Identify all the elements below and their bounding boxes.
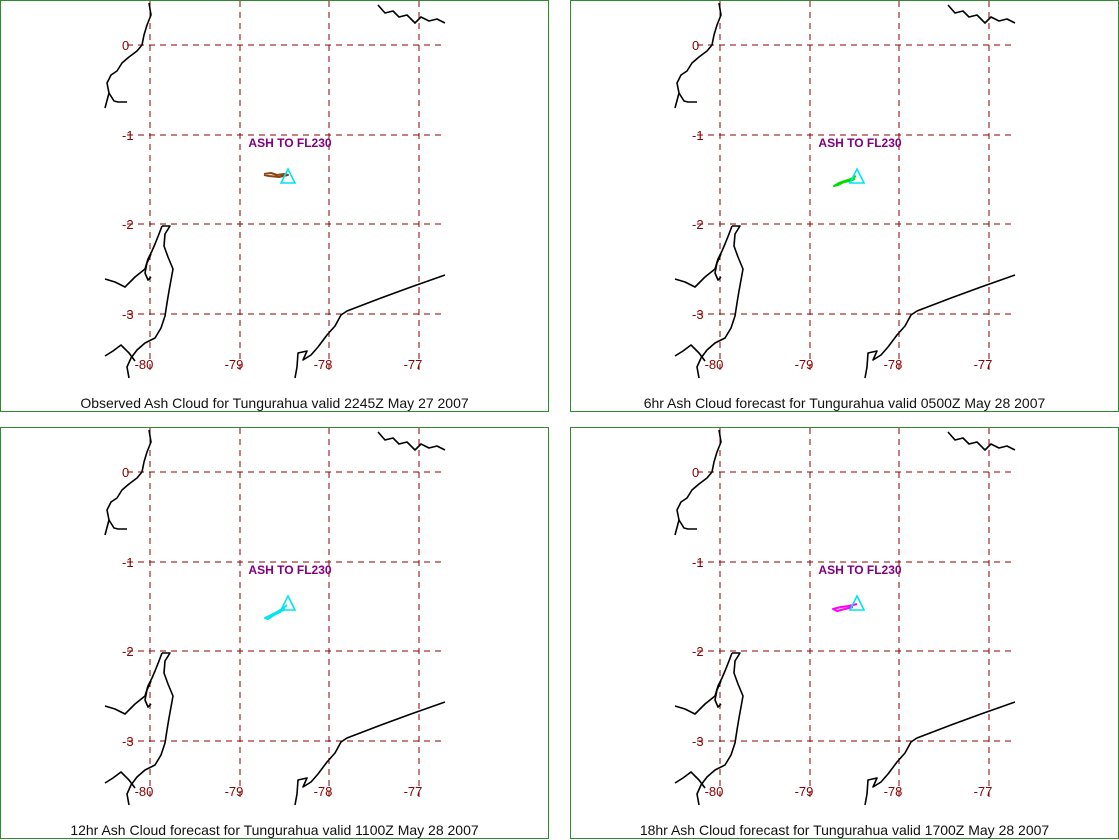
ash-map: 0 -1 -2 -3 -80 -79 -78 -77 ASH TO FL230 bbox=[674, 428, 1016, 806]
coastline bbox=[144, 253, 152, 281]
latitude-label: -2 bbox=[692, 644, 704, 659]
coastline bbox=[104, 771, 136, 789]
latitude-label: -3 bbox=[122, 734, 134, 749]
coastline bbox=[104, 429, 152, 536]
coastline bbox=[126, 652, 174, 806]
ash-cloud bbox=[832, 603, 858, 612]
coastline bbox=[678, 92, 697, 103]
map-layer: 0 -1 -2 -3 -80 -79 -78 -77 ASH TO FL230 bbox=[104, 1, 446, 379]
ash-annotation: ASH TO FL230 bbox=[248, 563, 331, 577]
ash-cloud bbox=[833, 175, 857, 187]
longitude-label: -77 bbox=[404, 784, 423, 799]
ash-annotation: ASH TO FL230 bbox=[248, 136, 331, 150]
latitude-label: 0 bbox=[122, 38, 129, 53]
panel-forecast-6hr: 0 -1 -2 -3 -80 -79 -78 -77 ASH TO FL230 6hr Ash … bbox=[570, 0, 1119, 412]
ash-annotation: ASH TO FL230 bbox=[818, 136, 901, 150]
coastline bbox=[108, 92, 127, 103]
latitude-label: -1 bbox=[122, 555, 134, 570]
latitude-label: -1 bbox=[692, 128, 704, 143]
panel-caption: 18hr Ash Cloud forecast for Tungurahua v… bbox=[639, 822, 1050, 838]
longitude-label: -80 bbox=[705, 357, 724, 372]
latitude-label: 0 bbox=[122, 465, 129, 480]
coastline bbox=[696, 225, 744, 379]
latitude-label: -1 bbox=[122, 128, 134, 143]
latitude-label: -2 bbox=[692, 217, 704, 232]
longitude-label: -80 bbox=[705, 784, 724, 799]
latitude-label: -3 bbox=[692, 734, 704, 749]
longitude-label: -78 bbox=[884, 784, 903, 799]
longitude-label: -78 bbox=[884, 357, 903, 372]
panel-forecast-18hr: 0 -1 -2 -3 -80 -79 -78 -77 ASH TO FL230 18hr Ash… bbox=[570, 427, 1119, 839]
latitude-label: -2 bbox=[122, 644, 134, 659]
longitude-label: -77 bbox=[404, 357, 423, 372]
longitude-label: -77 bbox=[974, 784, 993, 799]
map-layer: 0 -1 -2 -3 -80 -79 -78 -77 ASH TO FL230 bbox=[674, 428, 1016, 806]
ash-map: 0 -1 -2 -3 -80 -79 -78 -77 ASH TO FL230 bbox=[104, 428, 446, 806]
coastline bbox=[714, 680, 722, 708]
coastline bbox=[104, 652, 163, 715]
coastline bbox=[144, 680, 152, 708]
coastline bbox=[377, 431, 446, 451]
coastline bbox=[947, 4, 1016, 24]
ash-cloud-layer bbox=[832, 603, 858, 612]
ash-cloud-layer bbox=[264, 604, 288, 620]
longitude-label: -79 bbox=[795, 357, 814, 372]
latitude-label: -3 bbox=[122, 307, 134, 322]
latitude-label: -3 bbox=[692, 307, 704, 322]
ash-cloud-layer bbox=[833, 175, 857, 187]
ash-cloud bbox=[264, 604, 288, 620]
panel-caption: 6hr Ash Cloud forecast for Tungurahua va… bbox=[643, 395, 1046, 411]
coastline bbox=[104, 225, 163, 288]
longitude-label: -80 bbox=[135, 357, 154, 372]
volcano-triangle-icon bbox=[279, 594, 297, 611]
latitude-label: 0 bbox=[692, 38, 699, 53]
volcano-triangle-icon bbox=[848, 594, 866, 611]
panel-observed: 0 -1 -2 -3 -80 -79 -78 -77 ASH TO FL230 Observed… bbox=[0, 0, 549, 412]
latitude-label: 0 bbox=[692, 465, 699, 480]
longitude-label: -79 bbox=[225, 357, 244, 372]
ash-annotation: ASH TO FL230 bbox=[818, 563, 901, 577]
coastline bbox=[104, 344, 136, 362]
longitude-label: -78 bbox=[314, 784, 333, 799]
coastline bbox=[714, 253, 722, 281]
coastline bbox=[674, 225, 733, 288]
coastline bbox=[864, 274, 1016, 379]
longitude-label: -78 bbox=[314, 357, 333, 372]
coastline bbox=[108, 519, 127, 530]
longitude-label: -79 bbox=[225, 784, 244, 799]
map-layer: 0 -1 -2 -3 -80 -79 -78 -77 ASH TO FL230 bbox=[674, 1, 1016, 379]
ash-map: 0 -1 -2 -3 -80 -79 -78 -77 ASH TO FL230 bbox=[104, 1, 446, 379]
map-layer: 0 -1 -2 -3 -80 -79 -78 -77 ASH TO FL230 bbox=[104, 428, 446, 806]
coastline bbox=[674, 429, 722, 536]
volcano-triangle-icon bbox=[848, 167, 866, 184]
coastline bbox=[674, 652, 733, 715]
latitude-label: -2 bbox=[122, 217, 134, 232]
coastline bbox=[696, 652, 744, 806]
longitude-label: -79 bbox=[795, 784, 814, 799]
coastline bbox=[674, 344, 706, 362]
panel-caption: Observed Ash Cloud for Tungurahua valid … bbox=[80, 395, 469, 411]
coastline bbox=[947, 431, 1016, 451]
coastline bbox=[674, 2, 722, 109]
coastline bbox=[126, 225, 174, 379]
coastline bbox=[377, 4, 446, 24]
ash-map: 0 -1 -2 -3 -80 -79 -78 -77 ASH TO FL230 bbox=[674, 1, 1016, 379]
coastline bbox=[294, 274, 446, 379]
volcano-triangle-icon bbox=[279, 167, 297, 184]
longitude-label: -80 bbox=[135, 784, 154, 799]
coastline bbox=[674, 771, 706, 789]
panel-caption: 12hr Ash Cloud forecast for Tungurahua v… bbox=[70, 822, 479, 838]
longitude-label: -77 bbox=[974, 357, 993, 372]
coastline bbox=[678, 519, 697, 530]
coastline bbox=[864, 701, 1016, 806]
latitude-label: -1 bbox=[692, 555, 704, 570]
coastline bbox=[294, 701, 446, 806]
panel-forecast-12hr: 0 -1 -2 -3 -80 -79 -78 -77 ASH TO FL230 12hr Ash… bbox=[0, 427, 549, 839]
coastline bbox=[104, 2, 152, 109]
